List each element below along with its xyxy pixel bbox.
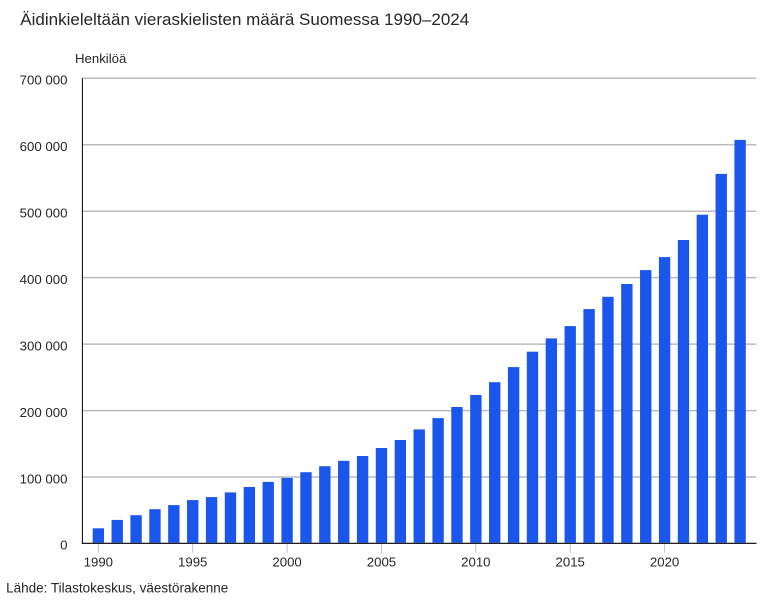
svg-text:Äidinkieleltään vieraskieliste: Äidinkieleltään vieraskielisten määrä Su… (20, 10, 469, 29)
svg-text:2005: 2005 (367, 554, 396, 569)
svg-text:0: 0 (60, 538, 67, 553)
svg-text:1995: 1995 (178, 554, 207, 569)
svg-text:Henkilöä: Henkilöä (75, 51, 127, 66)
svg-text:500 000: 500 000 (20, 205, 68, 220)
svg-text:400 000: 400 000 (20, 272, 68, 287)
svg-text:Lähde: Tilastokeskus, väestöra: Lähde: Tilastokeskus, väestörakenne (6, 580, 228, 595)
svg-text:100 000: 100 000 (20, 471, 68, 486)
svg-text:200 000: 200 000 (20, 405, 68, 420)
svg-text:2010: 2010 (461, 554, 490, 569)
svg-text:600 000: 600 000 (20, 139, 68, 154)
svg-text:2015: 2015 (556, 554, 585, 569)
svg-text:700 000: 700 000 (20, 73, 68, 88)
svg-text:300 000: 300 000 (20, 338, 68, 353)
svg-text:1990: 1990 (84, 554, 113, 569)
svg-text:2020: 2020 (650, 554, 679, 569)
svg-text:2000: 2000 (272, 554, 301, 569)
